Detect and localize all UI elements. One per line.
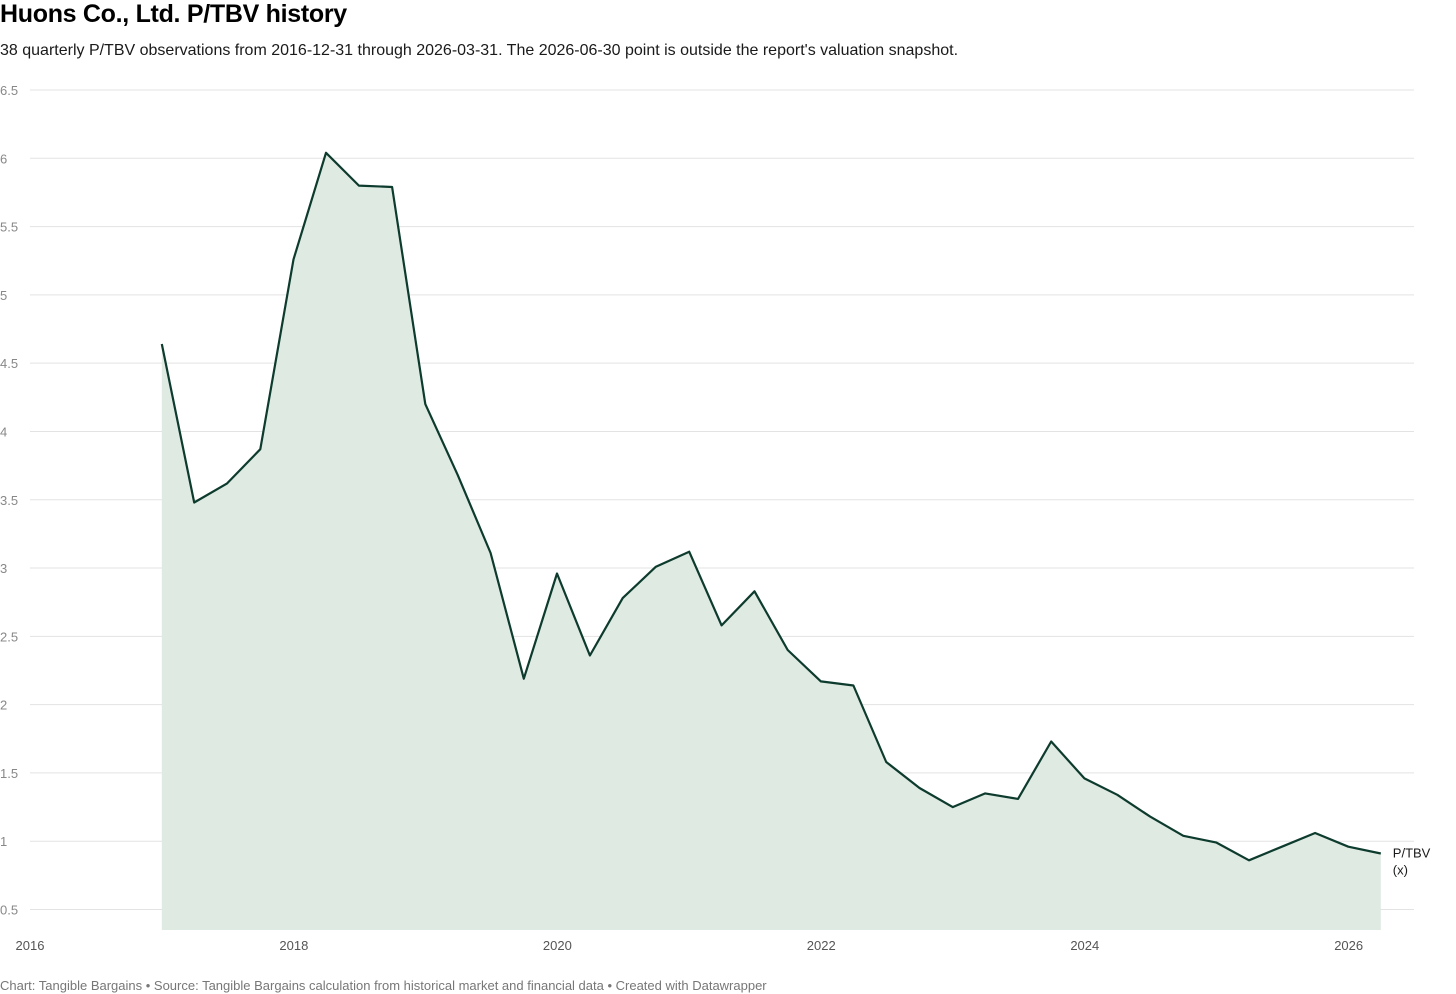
data-point-2023-03-31 (983, 791, 987, 795)
data-point-2024-09-30 (1181, 834, 1185, 838)
x-axis-ticks: 2016 2018 2020 2022 2024 2026 (16, 938, 1364, 953)
data-point-2023-09-30 (1049, 740, 1053, 744)
data-point-2019-03-31 (456, 473, 460, 477)
data-point-2025-03-31 (1247, 858, 1251, 862)
y-tick-label: 6 (0, 151, 7, 166)
data-point-2018-12-31 (423, 402, 427, 406)
x-tick-label: 2026 (1334, 938, 1363, 953)
data-point-2020-12-31 (687, 550, 691, 554)
chart-title: Huons Co., Ltd. P/TBV history (0, 0, 347, 28)
series-line (160, 151, 1382, 862)
y-tick-label: 2 (0, 698, 7, 713)
data-point-2016-12-31 (160, 342, 164, 346)
y-tick-label: 1.5 (0, 766, 18, 781)
data-point-2017-09-30 (258, 447, 262, 451)
data-point-2021-12-31 (819, 679, 823, 683)
y-tick-label: 3 (0, 561, 7, 576)
y-tick-label: 1 (0, 834, 7, 849)
data-point-2019-12-31 (555, 572, 559, 576)
data-point-2025-12-31 (1346, 845, 1350, 849)
x-tick-label: 2016 (16, 938, 45, 953)
y-tick-label: 4 (0, 424, 7, 439)
data-point-2019-06-30 (489, 551, 493, 555)
series-area (161, 152, 1381, 931)
data-point-2017-12-31 (292, 257, 296, 261)
chart-subtitle: 38 quarterly P/TBV observations from 201… (0, 42, 959, 59)
data-point-2022-09-30 (917, 786, 921, 790)
data-point-2021-03-31 (720, 623, 724, 627)
data-point-2025-06-30 (1280, 845, 1284, 849)
data-point-2020-03-31 (588, 653, 592, 657)
data-point-2021-06-30 (752, 589, 756, 593)
data-point-2021-09-30 (786, 648, 790, 652)
data-point-2023-12-31 (1082, 776, 1086, 780)
x-tick-label: 2020 (543, 938, 572, 953)
data-point-2024-06-30 (1148, 815, 1152, 819)
x-tick-label: 2024 (1070, 938, 1099, 953)
y-tick-label: 3.5 (0, 493, 18, 508)
data-point-2018-09-30 (390, 185, 394, 189)
y-tick-label: 6.5 (0, 83, 18, 98)
data-point-2020-09-30 (654, 565, 658, 569)
data-point-2017-06-30 (225, 481, 229, 485)
y-axis-ticks: 0.5 1 1.5 2 2.5 3 3.5 4 4.5 5 5.5 6 6.5 (0, 83, 18, 918)
x-tick-label: 2022 (807, 938, 836, 953)
data-point-2025-09-30 (1313, 831, 1317, 835)
data-point-2024-12-31 (1215, 841, 1219, 845)
data-point-2019-09-30 (522, 677, 526, 681)
series-label: P/TBV (x) (1393, 846, 1431, 878)
pt-bv-area-chart: 0.5 1 1.5 2 2.5 3 3.5 4 4.5 5 5.5 6 6.5 2016 2018 2020… (0, 83, 1431, 953)
data-point-2023-06-30 (1016, 797, 1020, 801)
y-tick-label: 5.5 (0, 220, 18, 235)
y-tick-label: 4.5 (0, 356, 18, 371)
chart-footer: Chart: Tangible Bargains • Source: Tangi… (0, 978, 767, 993)
data-point-2022-06-30 (884, 760, 888, 764)
data-point-2022-12-31 (951, 805, 955, 809)
y-tick-label: 2.5 (0, 629, 18, 644)
data-point-2018-06-30 (357, 184, 361, 188)
data-point-2026-03-31 (1379, 852, 1383, 856)
x-tick-label: 2018 (279, 938, 308, 953)
data-point-2017-03-31 (192, 500, 196, 504)
series-layer: P/TBV (x) (160, 151, 1431, 931)
y-tick-label: 0.5 (0, 903, 18, 918)
data-point-2024-03-31 (1115, 793, 1119, 797)
y-tick-label: 5 (0, 288, 7, 303)
data-point-2022-03-31 (851, 684, 855, 688)
data-point-2018-03-31 (324, 151, 328, 155)
data-point-2020-06-30 (621, 596, 625, 600)
